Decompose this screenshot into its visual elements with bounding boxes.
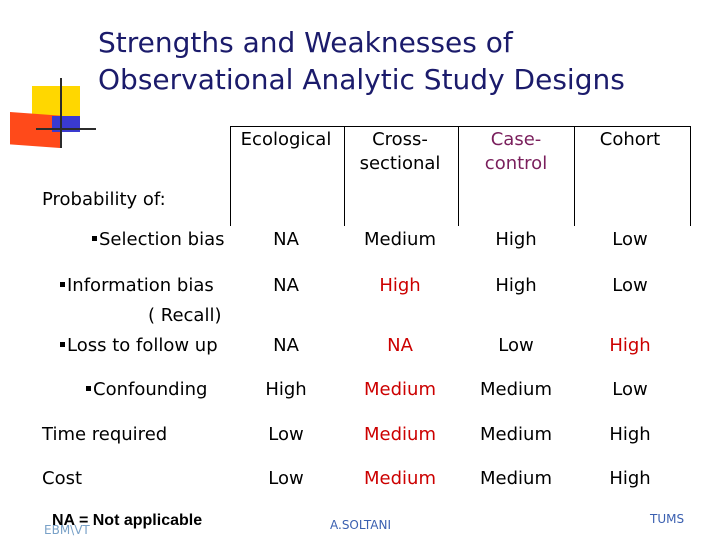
slide-title-line-1: Strengths and Weaknesses of: [98, 26, 513, 59]
column-header: Cohort: [599, 129, 661, 150]
table-cell: Medium: [364, 229, 436, 250]
comparison-table: Ecological Cross-sectional Case-control Coh…: [30, 126, 691, 512]
row-label: Loss to follow up: [60, 334, 218, 358]
table-cell: High: [495, 275, 537, 296]
table-cell: Low: [268, 468, 304, 489]
table-cell: NA: [387, 335, 413, 356]
table-cell: Medium: [480, 468, 552, 489]
table-cell: Low: [612, 275, 648, 296]
table-cell: High: [609, 468, 651, 489]
row-label-extra: ( Recall): [148, 305, 222, 326]
row-label: Cost: [42, 467, 82, 491]
column-header: Ecological: [240, 129, 332, 150]
row-label: Information bias: [60, 274, 214, 298]
bullet-icon: [92, 235, 97, 241]
table-cell: High: [609, 335, 651, 356]
decor-vertical-line: [60, 78, 62, 148]
table-cell: High: [495, 229, 537, 250]
table-header-divider: [574, 126, 575, 226]
table-header-divider: [690, 126, 691, 226]
row-label: Confounding: [86, 378, 207, 402]
column-header: Case-: [490, 129, 542, 150]
footer-institution: TUMS: [650, 512, 685, 526]
bullet-icon: [86, 385, 91, 391]
slide-title: Strengths and Weaknesses of Observationa…: [98, 24, 625, 98]
table-cell: Medium: [480, 379, 552, 400]
column-header: Cross-: [372, 129, 428, 150]
row-label-text: Confounding: [93, 379, 208, 400]
decor-horizontal-line: [36, 128, 96, 130]
bullet-icon: [60, 341, 65, 347]
footer-author: A.SOLTANI: [330, 518, 392, 532]
row-label: Time required: [42, 423, 167, 447]
table-top-border: [230, 126, 690, 127]
table-header-divider: [458, 126, 459, 226]
slide-title-line-2: Observational Analytic Study Designs: [98, 63, 625, 96]
footer-ghost-text: EBM\VT: [44, 523, 90, 537]
table-header-divider: [230, 126, 231, 226]
section-label: Probability of:: [42, 189, 166, 210]
table-cell: Low: [612, 229, 648, 250]
table-cell: Low: [612, 379, 648, 400]
footer-note: NA = Not applicable: [52, 512, 203, 529]
table-cell: NA: [273, 229, 299, 250]
table-cell: Medium: [480, 424, 552, 445]
table-cell: Medium: [364, 424, 436, 445]
decor-red-shape: [10, 112, 60, 148]
table-header-divider: [344, 126, 345, 226]
column-header-line2: sectional: [359, 153, 441, 174]
row-label-text: Information bias: [67, 275, 214, 296]
table-cell: Medium: [364, 468, 436, 489]
column-header-line2: control: [484, 153, 548, 174]
bullet-icon: [60, 281, 65, 287]
table-cell: High: [379, 275, 421, 296]
row-label-text: Selection bias: [99, 229, 225, 250]
table-cell: Low: [498, 335, 534, 356]
table-cell: High: [609, 424, 651, 445]
table-cell: NA: [273, 335, 299, 356]
table-cell: High: [265, 379, 307, 400]
row-label: Selection bias: [92, 228, 225, 252]
row-label-text: Loss to follow up: [67, 335, 218, 356]
table-cell: Low: [268, 424, 304, 445]
table-cell: Medium: [364, 379, 436, 400]
table-cell: NA: [273, 275, 299, 296]
row-label-text: Time required: [42, 424, 168, 445]
row-label-text: Cost: [42, 468, 83, 489]
